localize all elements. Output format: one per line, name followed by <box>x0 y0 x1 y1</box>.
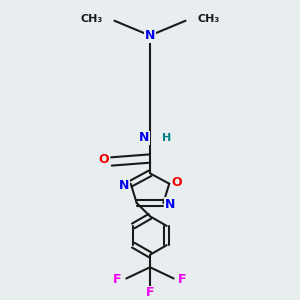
Text: N: N <box>145 29 155 42</box>
Text: N: N <box>139 131 149 144</box>
Text: F: F <box>178 274 187 286</box>
Text: H: H <box>162 133 171 143</box>
Text: F: F <box>113 274 122 286</box>
Text: N: N <box>119 179 129 192</box>
Text: CH₃: CH₃ <box>197 14 220 24</box>
Text: CH₃: CH₃ <box>80 14 103 24</box>
Text: O: O <box>99 154 110 166</box>
Text: F: F <box>146 286 154 299</box>
Text: N: N <box>165 198 175 211</box>
Text: O: O <box>171 176 182 189</box>
